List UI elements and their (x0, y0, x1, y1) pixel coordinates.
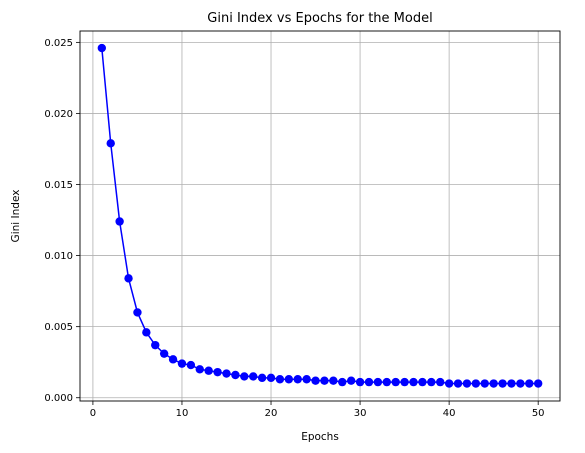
data-point (97, 43, 107, 53)
data-point (159, 349, 169, 358)
data-point (302, 375, 311, 384)
data-point (195, 365, 204, 374)
chart-title: Gini Index vs Epochs for the Model (207, 11, 432, 26)
data-point (293, 375, 302, 384)
data-point (382, 377, 391, 387)
data-point (418, 377, 427, 387)
x-tick-label: 40 (443, 408, 456, 419)
data-point (373, 377, 383, 387)
y-axis: 0.000 0.005 0.010 0.015 0.020 0.025 (44, 38, 80, 404)
data-point (507, 379, 516, 388)
data-point (231, 370, 240, 380)
x-tick-label: 10 (176, 408, 189, 419)
data-point (257, 373, 267, 383)
data-point (106, 139, 115, 148)
data-point (355, 377, 365, 387)
y-tick-label: 0.005 (44, 322, 73, 333)
data-point (338, 377, 347, 387)
data-point (498, 379, 507, 388)
data-point (266, 373, 276, 383)
data-point (471, 379, 481, 388)
data-point (346, 376, 356, 385)
data-point (142, 328, 151, 337)
data-point (275, 375, 285, 384)
data-point (516, 379, 525, 388)
x-tick-label: 30 (354, 408, 367, 419)
grid (80, 31, 560, 401)
y-tick-label: 0.020 (44, 109, 73, 120)
data-point (222, 369, 231, 378)
data-point (133, 308, 142, 317)
x-tick-label: 0 (90, 408, 96, 419)
data-point (311, 376, 320, 385)
y-axis-label: Gini Index (10, 190, 22, 243)
data-point (444, 379, 454, 388)
y-tick-label: 0.025 (44, 38, 73, 49)
data-point (204, 366, 213, 375)
x-axis-label: Epochs (301, 431, 339, 443)
data-point (320, 376, 329, 385)
plot-frame (79, 30, 561, 402)
data-point (453, 379, 463, 388)
data-point (249, 372, 258, 381)
data-point (240, 372, 249, 381)
data-point (400, 377, 409, 387)
y-tick-label: 0.010 (44, 251, 73, 262)
data-point (533, 379, 543, 388)
data-point (213, 367, 222, 377)
y-tick-label: 0.015 (44, 180, 73, 191)
data-point (186, 360, 196, 370)
x-tick-label: 50 (532, 408, 545, 419)
data-point (462, 379, 472, 388)
data-point (480, 379, 489, 388)
data-point (168, 355, 178, 364)
data-point (409, 377, 418, 387)
data-point (436, 377, 445, 387)
data-point (177, 359, 187, 368)
data-point (364, 377, 374, 387)
data-point (427, 377, 436, 387)
x-tick-label: 20 (265, 408, 278, 419)
data-point (525, 379, 534, 388)
data-point (329, 376, 338, 385)
data-point (391, 377, 400, 387)
y-tick-label: 0.000 (44, 393, 73, 404)
series-layer (97, 43, 543, 388)
x-axis: 0 10 20 30 40 50 (90, 401, 545, 419)
data-point (489, 379, 498, 388)
data-point (124, 274, 133, 283)
data-point (115, 217, 124, 226)
data-point (284, 375, 294, 384)
data-point (151, 340, 160, 350)
